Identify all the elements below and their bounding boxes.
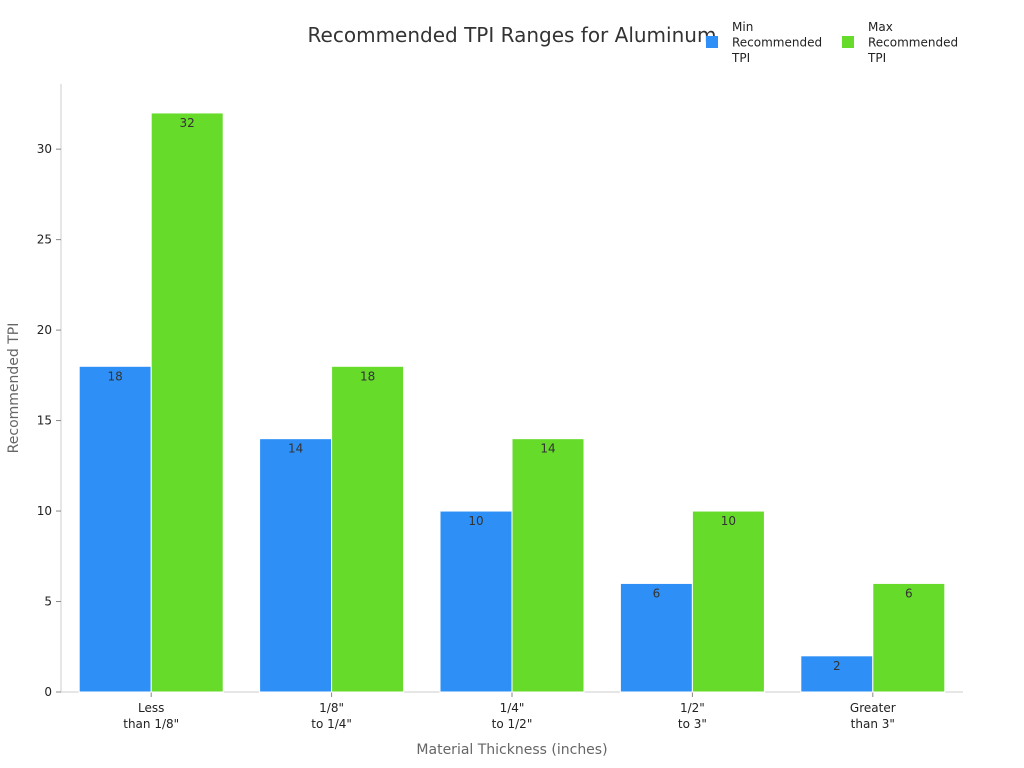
legend-swatch xyxy=(842,36,854,48)
bar-value-label: 6 xyxy=(653,586,661,600)
y-tick-label: 10 xyxy=(37,504,52,518)
x-axis: Less than 1/8" 1/8" to 1/4" 1/4" to 1/2" 1/2" t… xyxy=(61,691,963,731)
y-tick-label: 30 xyxy=(37,142,52,156)
bar xyxy=(439,510,513,693)
legend-swatch xyxy=(706,36,718,48)
bar-value-label: 2 xyxy=(833,659,841,673)
bar-value-label: 14 xyxy=(288,442,303,456)
y-tick-label: 5 xyxy=(44,595,52,609)
legend-item: Min Recommended TPI xyxy=(706,20,822,65)
chart-title: Recommended TPI Ranges for Aluminum xyxy=(308,23,717,47)
y-axis-title: Recommended TPI xyxy=(6,323,22,454)
bar-value-label: 18 xyxy=(360,369,375,383)
x-tick-label: Greater than 3" xyxy=(850,701,896,731)
bar-value-label: 10 xyxy=(721,514,736,528)
bar-value-label: 6 xyxy=(905,586,913,600)
bar-value-label: 18 xyxy=(108,369,123,383)
bar xyxy=(872,582,946,693)
bar xyxy=(78,365,152,693)
y-axis: 0 5 10 15 20 25 30 xyxy=(37,84,62,699)
x-tick-label: 1/8" to 1/4" xyxy=(311,701,352,731)
bar xyxy=(331,365,405,693)
y-tick-label: 20 xyxy=(37,323,52,337)
bar xyxy=(691,510,765,693)
bar-value-label: 14 xyxy=(540,442,555,456)
bar xyxy=(511,438,585,693)
x-tick-label: Less than 1/8" xyxy=(123,701,179,731)
x-tick-label: 1/2" to 3" xyxy=(678,701,707,731)
legend: Min Recommended TPI Max Recommended TPI xyxy=(706,20,958,65)
bar-value-label: 10 xyxy=(468,514,483,528)
y-tick-label: 25 xyxy=(37,233,52,247)
x-tick-label: 1/4" to 1/2" xyxy=(492,701,533,731)
bar xyxy=(259,438,333,693)
y-tick-label: 0 xyxy=(44,685,52,699)
data-label-group: 18 32 14 18 10 14 6 10 2 6 xyxy=(108,116,913,673)
legend-label: Min Recommended TPI xyxy=(731,20,822,65)
y-tick-label: 15 xyxy=(37,414,52,428)
legend-label: Max Recommended TPI xyxy=(867,20,958,65)
x-axis-title: Material Thickness (inches) xyxy=(416,742,607,758)
bar xyxy=(150,112,224,693)
bar-value-label: 32 xyxy=(180,116,195,130)
bar-series-group xyxy=(78,112,946,693)
legend-item: Max Recommended TPI xyxy=(842,20,958,65)
